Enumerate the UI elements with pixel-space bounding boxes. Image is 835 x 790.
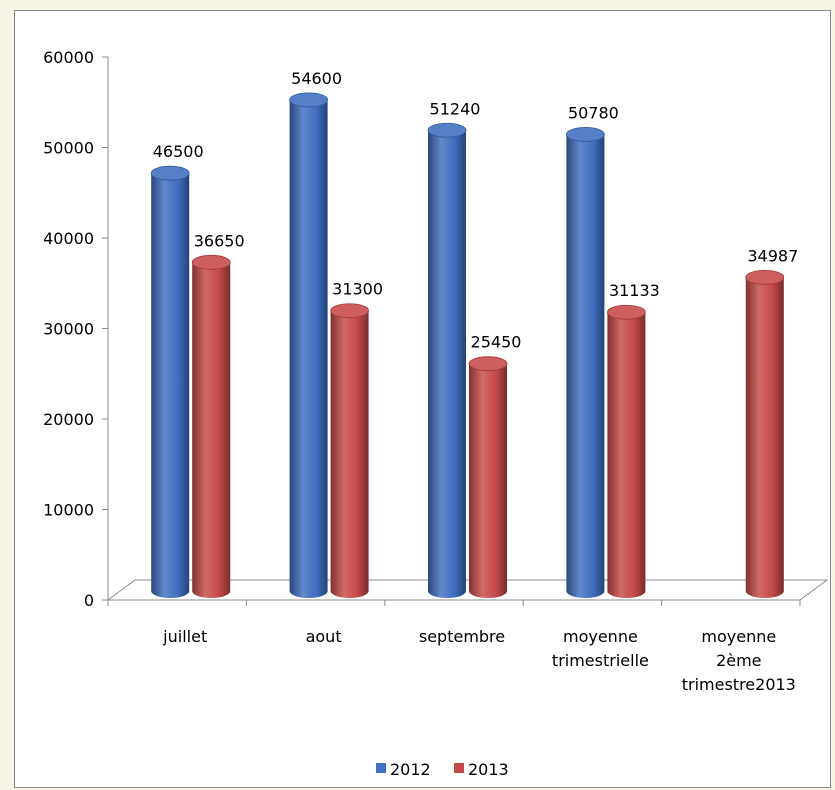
bar-top-2013	[191, 254, 231, 270]
x-category-label: trimestrielle	[552, 651, 649, 670]
x-category-label: trimestre2013	[682, 675, 796, 694]
bar-2012	[151, 173, 190, 598]
bar-2012	[428, 130, 466, 598]
bar-top-2013	[745, 269, 785, 285]
x-category-label: juillet	[162, 627, 207, 646]
bar-top-2012	[289, 92, 329, 108]
data-label: 31300	[332, 280, 383, 299]
x-category-label: moyenne	[701, 627, 776, 646]
bar-2013	[607, 312, 646, 598]
legend-swatch-2013	[454, 763, 464, 773]
data-label: 34987	[747, 246, 798, 265]
bar-2012	[289, 99, 328, 599]
bar-2013	[745, 277, 784, 598]
bar-2012	[566, 134, 605, 599]
data-label: 50780	[568, 103, 619, 122]
y-tick-label: 10000	[43, 501, 94, 520]
bar-top-2012	[566, 127, 605, 142]
bar-top-2012	[427, 122, 467, 138]
legend-label: 2012	[390, 760, 431, 779]
x-category-label: 2ème	[716, 651, 761, 670]
data-label: 36650	[194, 231, 245, 250]
data-label: 31133	[609, 281, 660, 300]
y-tick-label: 30000	[43, 320, 94, 339]
chart-panel	[14, 10, 831, 788]
x-category-label: septembre	[419, 627, 505, 646]
data-label: 54600	[291, 69, 342, 88]
y-tick-label: 50000	[43, 139, 94, 158]
data-label: 51240	[430, 99, 481, 118]
bar-top-2012	[150, 165, 190, 181]
y-tick-label: 0	[84, 591, 94, 610]
data-label: 25450	[471, 333, 522, 352]
data-label: 46500	[153, 142, 204, 161]
bar-2013	[192, 262, 231, 598]
x-category-label: moyenne	[563, 627, 638, 646]
bar-top-2013	[607, 304, 646, 320]
legend-label: 2013	[468, 760, 509, 779]
bar-top-2013	[468, 356, 508, 372]
y-tick-label: 40000	[43, 229, 94, 248]
y-tick-label: 60000	[43, 48, 94, 67]
y-tick-label: 20000	[43, 410, 94, 429]
bar-top-2013	[330, 303, 370, 319]
chart-floor	[106, 579, 829, 601]
x-category-label: aout	[306, 627, 342, 646]
bar-2013	[330, 310, 369, 598]
legend-swatch-2012	[376, 763, 386, 773]
bar-2013	[469, 363, 507, 598]
